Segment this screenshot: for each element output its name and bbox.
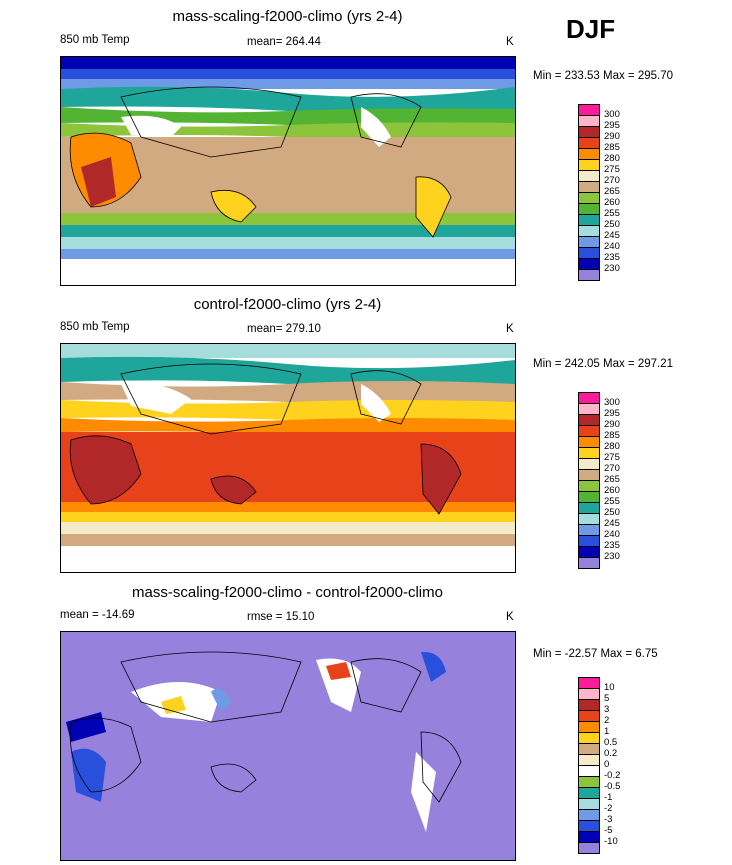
colorbar-tick-label: 280 (604, 441, 620, 452)
colorbar-tick-label: 265 (604, 474, 620, 485)
colorbar-tick-label: 3 (604, 704, 610, 715)
colorbar-tick-label: 285 (604, 430, 620, 441)
colorbar-tick-label: 245 (604, 230, 620, 241)
colorbar-tick-label: -3 (604, 814, 613, 825)
colorbar-tick-label: -0.2 (604, 770, 621, 781)
colorbar-tick-label: 270 (604, 175, 620, 186)
panel-2-units: K (506, 323, 514, 335)
panel-2-title: control-f2000-climo (yrs 2-4) (193, 296, 382, 313)
panel-2-center-label: mean= 279.10 (247, 323, 321, 335)
colorbar-tick-label: -5 (604, 825, 613, 836)
colorbar-tick-label: 300 (604, 109, 620, 120)
colorbar-tick-label: 290 (604, 419, 620, 430)
colorbar-tick-label: 230 (604, 551, 620, 562)
colorbar-swatch (578, 269, 600, 281)
colorbar-tick-label: 275 (604, 452, 620, 463)
colorbar-tick-label: 0.2 (604, 748, 618, 759)
colorbar-tick-label: -10 (604, 836, 618, 847)
colorbar-tick-label: 250 (604, 219, 620, 230)
colorbar-tick-label: 275 (604, 164, 620, 175)
colorbar-tick-label: 290 (604, 131, 620, 142)
panel-2-left-label: 850 mb Temp (60, 321, 130, 333)
colorbar-tick-label: 255 (604, 208, 620, 219)
panel-2-minmax: Min = 242.05 Max = 297.21 (533, 358, 674, 370)
colorbar-tick-label: 295 (604, 120, 620, 131)
colorbar-tick-label: 265 (604, 186, 620, 197)
panel-3-units: K (506, 611, 514, 623)
colorbar-swatch (578, 842, 600, 854)
colorbar-tick-label: 245 (604, 518, 620, 529)
season-label: DJF (566, 14, 616, 44)
colorbar-tick-label: 235 (604, 252, 620, 263)
colorbar-tick-label: 300 (604, 397, 620, 408)
colorbar-tick-label: 255 (604, 496, 620, 507)
colorbar-tick-label: -0.5 (604, 781, 621, 792)
panel-1-left-label: 850 mb Temp (60, 34, 130, 46)
panel-3-center-label: rmse = 15.10 (247, 611, 315, 623)
colorbar-swatch (578, 557, 600, 569)
colorbar-tick-label: 240 (604, 529, 620, 540)
panel-1-center-label: mean= 264.44 (247, 36, 321, 48)
panel-3-minmax: Min = -22.57 Max = 6.75 (533, 648, 658, 660)
colorbar-tick-label: 10 (604, 682, 615, 693)
panel-1-units: K (506, 36, 514, 48)
panel-1-title: mass-scaling-f2000-climo (yrs 2-4) (172, 8, 403, 25)
colorbar-tick-label: 0.5 (604, 737, 618, 748)
colorbar-tick-label: 235 (604, 540, 620, 551)
colorbar-tick-label: 260 (604, 485, 620, 496)
colorbar-tick-label: 5 (604, 693, 610, 704)
colorbar-tick-label: 270 (604, 463, 620, 474)
colorbar-tick-label: 2 (604, 715, 610, 726)
colorbar-tick-label: 0 (604, 759, 610, 770)
colorbar-tick-label: -1 (604, 792, 613, 803)
colorbar-tick-label: -2 (604, 803, 613, 814)
panel-3-map (60, 631, 516, 861)
colorbar-tick-label: 240 (604, 241, 620, 252)
panel-1-map (60, 56, 516, 286)
colorbar-tick-label: 280 (604, 153, 620, 164)
panel-3-title: mass-scaling-f2000-climo - control-f2000… (132, 584, 443, 601)
panel-1-minmax: Min = 233.53 Max = 295.70 (533, 70, 674, 82)
colorbar-tick-label: 285 (604, 142, 620, 153)
panel-2-map (60, 343, 516, 573)
colorbar-tick-label: 260 (604, 197, 620, 208)
colorbar-tick-label: 1 (604, 726, 610, 737)
colorbar-tick-label: 250 (604, 507, 620, 518)
colorbar-tick-label: 230 (604, 263, 620, 274)
colorbar-tick-label: 295 (604, 408, 620, 419)
panel-3-left-label: mean = -14.69 (60, 609, 135, 621)
